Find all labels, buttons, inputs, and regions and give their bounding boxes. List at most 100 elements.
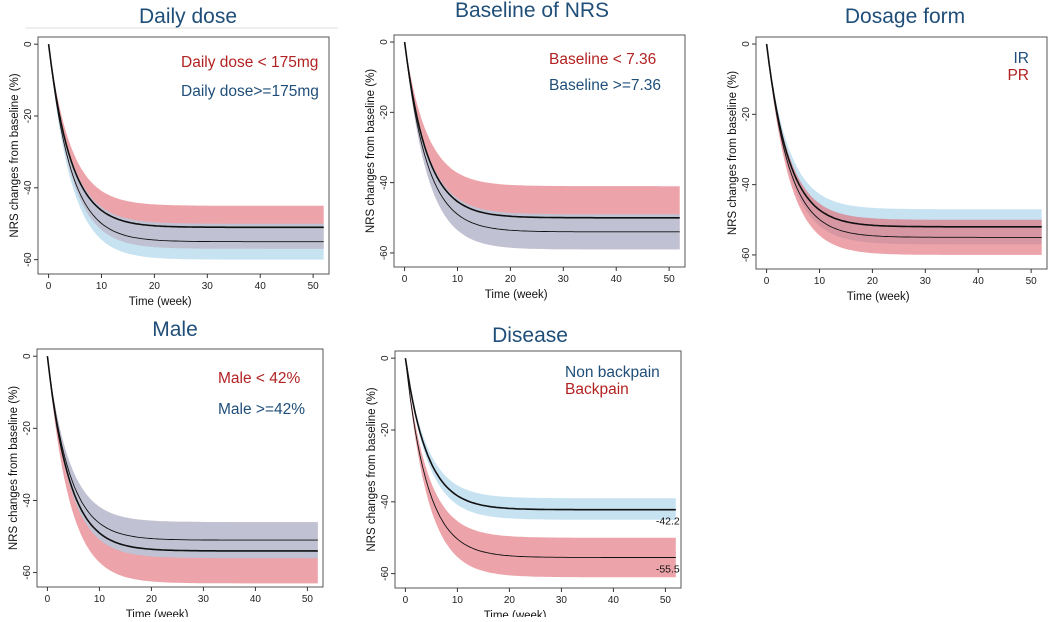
y-axis-label: NRS changes from baseline (%) [8,386,20,550]
x-tick-label: 0 [402,274,408,285]
panel-title: Disease [492,324,568,347]
x-tick-label: 50 [1026,276,1038,287]
band-blue [47,356,318,559]
band-red [404,42,680,250]
line-red [766,43,1042,238]
x-tick-label: 10 [452,595,464,606]
x-tick-label: 0 [403,595,409,606]
panel-1: 0 10 20 30 40 50 0 -20 -40 -60 Time (week) NRS chan… [9,5,330,308]
x-tick-label: 50 [302,594,314,605]
y-tick-label: 0 [22,353,33,359]
x-tick-label: 0 [45,594,51,605]
y-tick-label: -60 [380,566,391,581]
end-value-annotation: -42.2 [656,516,680,528]
legend-blue: Daily dose>=175mg [181,83,319,100]
x-axis-label: Time (week) [126,609,189,617]
y-axis-label: NRS changes from baseline (%) [366,387,378,551]
y-tick-label: -40 [22,493,33,508]
x-tick-label: 50 [664,274,676,285]
line-red [403,41,680,219]
x-tick-label: 20 [146,594,158,605]
panel-title: Baseline of NRS [455,0,609,22]
x-tick-label: 40 [608,595,620,606]
x-tick-label: 30 [558,274,570,285]
legend-red: Male < 42% [218,370,301,387]
y-tick-label: -40 [380,494,391,509]
line-blue [404,41,680,233]
panel-2: 0 10 20 30 40 50 0 -20 -40 -60 Time (week) NRS chan… [365,0,686,301]
y-tick-label: -60 [741,247,752,262]
y-tick-label: -40 [741,177,752,192]
y-axis-label: NRS changes from baseline (%) [727,71,739,235]
y-tick-label: -60 [22,565,33,580]
x-tick-label: 50 [660,595,672,606]
line-red [404,358,676,558]
x-tick-label: 40 [250,594,262,605]
panel-5: 0 10 20 30 40 50 0 -20 -40 -60 Time (week) NRS chan… [366,324,682,622]
y-tick-label: 0 [379,39,390,45]
legend-red: Baseline < 7.36 [549,51,656,68]
x-tick-label: 30 [198,594,210,605]
x-tick-label: 10 [814,276,826,287]
y-axis-label: NRS changes from baseline (%) [365,69,377,233]
x-tick-label: 40 [973,276,985,287]
legend-blue: Non backpain [565,364,660,381]
x-tick-label: 0 [764,276,770,287]
band-red [405,358,676,578]
y-tick-label: 0 [741,41,752,47]
band-blue [48,44,324,260]
x-tick-label: 20 [505,274,517,285]
x-axis-label: Time (week) [129,296,192,308]
y-tick-label: -20 [22,421,33,436]
y-tick-label: 0 [380,355,391,361]
x-axis-label: Time (week) [847,291,910,303]
panel-4: 0 10 20 30 40 50 0 -20 -40 -60 Time (week) NRS chan… [8,318,324,621]
band-blue [404,42,680,250]
legend-blue: IR [1014,50,1030,67]
end-value-annotation: -55.5 [656,563,680,575]
y-tick-label: -20 [380,422,391,437]
x-axis-label: Time (week) [485,289,548,301]
x-tick-label: 50 [308,281,320,292]
x-tick-label: 10 [94,594,106,605]
y-tick-label: -40 [23,180,34,195]
line-blue [404,358,676,511]
y-tick-label: -20 [379,105,390,120]
x-tick-label: 30 [202,281,214,292]
x-tick-label: 40 [611,274,623,285]
legend-red: Backpain [565,381,629,398]
x-tick-label: 40 [255,281,267,292]
y-tick-label: -60 [379,245,390,260]
x-tick-label: 20 [504,595,516,606]
x-axis-label: Time (week) [484,610,547,617]
line-red [46,356,318,552]
x-tick-label: 30 [920,276,932,287]
y-tick-label: 0 [23,41,34,47]
y-tick-label: -20 [23,108,34,123]
line-blue [765,43,1042,228]
y-tick-label: -40 [379,175,390,190]
x-tick-label: 0 [46,281,52,292]
x-tick-label: 30 [556,595,568,606]
x-tick-label: 10 [452,274,464,285]
panel-title: Daily dose [139,5,237,28]
legend-red: Daily dose < 175mg [181,54,318,71]
panel-title: Dosage form [845,5,965,28]
panel-title: Male [152,318,198,341]
panel-3: 0 10 20 30 40 50 0 -20 -40 -60 Time (week) NRS chan… [727,5,1048,303]
band-blue [405,358,676,520]
y-tick-label: -60 [23,252,34,267]
line-red [47,44,324,229]
line-blue [46,356,318,541]
legend-blue: Male >=42% [218,401,305,418]
x-tick-label: 20 [867,276,879,287]
x-tick-label: 10 [96,281,108,292]
legend-red: PR [1007,67,1029,84]
band-red [766,44,1042,255]
legend-blue: Baseline >=7.36 [549,77,661,94]
y-axis-label: NRS changes from baseline (%) [9,73,21,237]
x-tick-label: 20 [149,281,161,292]
y-tick-label: -20 [741,107,752,122]
line-blue [48,44,324,243]
